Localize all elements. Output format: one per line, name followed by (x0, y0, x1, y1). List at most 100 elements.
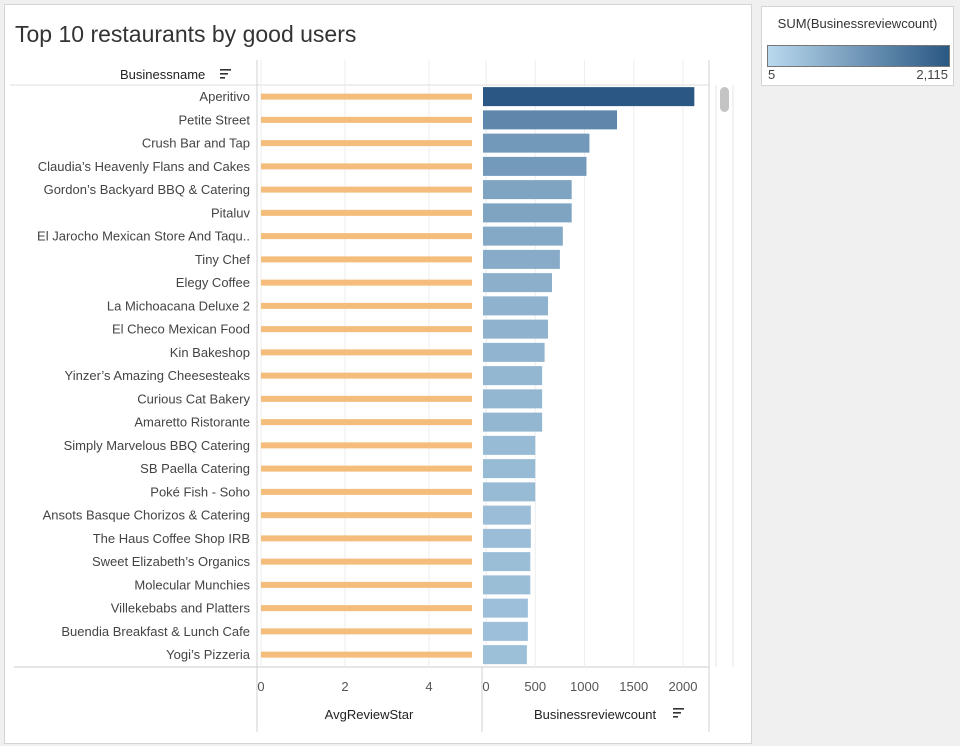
review-count-bar[interactable] (483, 621, 528, 641)
row-label[interactable]: Ansots Basque Chorizos & Catering (43, 508, 250, 523)
x-axis-title-count: Businessreviewcount (534, 707, 657, 722)
avg-star-bar[interactable] (261, 395, 472, 402)
review-count-bar[interactable] (483, 645, 527, 665)
row-header-label: Businessname (120, 67, 205, 82)
review-count-bar[interactable] (483, 412, 543, 432)
review-count-bar[interactable] (483, 87, 695, 107)
review-count-bar[interactable] (483, 575, 531, 595)
avg-star-bar[interactable] (261, 442, 472, 449)
sort-icon-line (673, 708, 684, 710)
legend-title: SUM(Businessreviewcount) (777, 16, 938, 31)
row-labels: Aperitivo Petite Street Crush Bar and Tap C… (37, 89, 251, 662)
review-count-bar[interactable] (483, 133, 590, 153)
avg-star-bar[interactable] (261, 326, 472, 333)
avg-star-bar[interactable] (261, 256, 472, 263)
review-count-bar[interactable] (483, 459, 536, 479)
row-label[interactable]: Buendia Breakfast & Lunch Cafe (61, 624, 250, 639)
sort-icon-line (220, 69, 231, 71)
gridlines (260, 60, 684, 667)
sort-icon[interactable] (220, 69, 231, 79)
avg-star-bar[interactable] (261, 419, 472, 426)
sort-icon-line (673, 716, 678, 718)
avg-star-bar[interactable] (261, 558, 472, 565)
row-label[interactable]: Sweet Elizabeth’s Organics (92, 554, 251, 569)
review-count-bar[interactable] (483, 342, 545, 362)
row-label[interactable]: Pitaluv (211, 205, 251, 220)
avg-star-bar[interactable] (261, 628, 472, 635)
row-label[interactable]: El Checo Mexican Food (112, 322, 250, 337)
review-count-bar[interactable] (483, 180, 572, 200)
review-count-bar[interactable] (483, 389, 543, 409)
avg-star-bar[interactable] (261, 186, 472, 193)
tick-label-avg: 2 (341, 679, 348, 694)
review-count-bar[interactable] (483, 482, 536, 502)
avg-star-bar[interactable] (261, 605, 472, 612)
row-label[interactable]: Simply Marvelous BBQ Catering (64, 438, 250, 453)
row-label[interactable]: Yogi’s Pizzeria (166, 647, 251, 662)
row-label[interactable]: Claudia’s Heavenly Flans and Cakes (38, 159, 251, 174)
row-label[interactable]: Yinzer’s Amazing Cheesesteaks (65, 368, 251, 383)
avg-star-bar[interactable] (261, 651, 472, 658)
row-label[interactable]: Gordon’s Backyard BBQ & Catering (44, 182, 250, 197)
sort-icon[interactable] (673, 708, 684, 718)
review-count-bar[interactable] (483, 528, 531, 548)
review-count-bar[interactable] (483, 552, 531, 572)
row-label[interactable]: La Michoacana Deluxe 2 (107, 298, 250, 313)
avg-star-bar[interactable] (261, 116, 472, 123)
row-label[interactable]: Crush Bar and Tap (142, 136, 250, 151)
sort-icon-line (220, 73, 228, 75)
row-label[interactable]: Elegy Coffee (176, 275, 250, 290)
avg-star-bar[interactable] (261, 233, 472, 240)
avg-star-bar[interactable] (261, 535, 472, 542)
review-count-bar[interactable] (483, 156, 587, 176)
tick-label-avg: 4 (425, 679, 432, 694)
avg-star-bar[interactable] (261, 581, 472, 588)
avg-star-bar[interactable] (261, 488, 472, 495)
row-label[interactable]: Aperitivo (199, 89, 250, 104)
review-count-bar[interactable] (483, 203, 572, 223)
avg-star-bar[interactable] (261, 465, 472, 472)
avg-star-bar[interactable] (261, 140, 472, 147)
scrollbar[interactable] (715, 85, 734, 667)
avg-star-bar[interactable] (261, 93, 472, 100)
avg-star-bar[interactable] (261, 512, 472, 519)
row-label[interactable]: Poké Fish - Soho (150, 484, 250, 499)
bars (261, 87, 695, 665)
tick-label-count: 1500 (619, 679, 648, 694)
avg-star-bar[interactable] (261, 302, 472, 309)
review-count-bar[interactable] (483, 319, 549, 339)
row-label[interactable]: Kin Bakeshop (170, 345, 250, 360)
row-label[interactable]: Molecular Munchies (134, 577, 250, 592)
avg-star-bar[interactable] (261, 372, 472, 379)
avg-star-bar[interactable] (261, 209, 472, 216)
row-label[interactable]: Curious Cat Bakery (137, 391, 250, 406)
review-count-bar[interactable] (483, 273, 552, 293)
review-count-bar[interactable] (483, 249, 560, 269)
review-count-bar[interactable] (483, 366, 543, 386)
row-label[interactable]: Villekebabs and Platters (111, 601, 251, 616)
review-count-bar[interactable] (483, 598, 528, 618)
avg-star-bar[interactable] (261, 163, 472, 170)
row-label[interactable]: El Jarocho Mexican Store And Taqu.. (37, 229, 250, 244)
row-label[interactable]: Petite Street (178, 112, 250, 127)
tick-label-avg: 0 (257, 679, 264, 694)
review-count-bar[interactable] (483, 435, 536, 455)
legend-min-label: 5 (768, 67, 776, 82)
review-count-bar[interactable] (483, 110, 618, 130)
chart-structure: Businessname (10, 60, 710, 732)
review-count-bar[interactable] (483, 226, 563, 246)
row-label[interactable]: Amaretto Ristorante (134, 415, 250, 430)
color-legend[interactable]: SUM(Businessreviewcount) 5 2,115 (761, 6, 954, 86)
avg-star-bar[interactable] (261, 349, 472, 356)
row-label[interactable]: Tiny Chef (195, 252, 251, 267)
row-label[interactable]: The Haus Coffee Shop IRB (93, 531, 250, 546)
row-label[interactable]: SB Paella Catering (140, 461, 250, 476)
tick-label-count: 1000 (570, 679, 599, 694)
legend-color-ramp (767, 45, 950, 67)
sort-icon-line (220, 77, 225, 79)
review-count-bar[interactable] (483, 505, 531, 525)
avg-star-bar[interactable] (261, 279, 472, 286)
review-count-bar[interactable] (483, 296, 549, 316)
scrollbar-thumb[interactable] (720, 87, 729, 112)
